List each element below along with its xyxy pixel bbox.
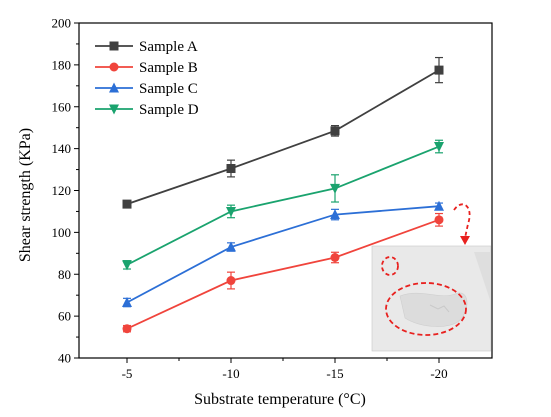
inset-photo-crack — [429, 304, 450, 313]
legend-swatch-marker — [109, 82, 119, 93]
y-tick-label: 40 — [58, 351, 71, 366]
series-line — [126, 205, 440, 304]
data-point — [434, 215, 444, 225]
data-point — [226, 164, 236, 174]
series-sample-b — [122, 212, 444, 334]
legend-item: Sample A — [95, 39, 198, 55]
x-axis-title: Substrate temperature (°C) — [194, 391, 366, 408]
legend: Sample A Sample B Sample C Sample D — [95, 39, 199, 118]
legend-label: Sample A — [139, 39, 198, 55]
series-line — [126, 145, 440, 266]
ticks: 40 60 80 100 120 140 160 180 200 -5 -10 -15 -20 — [52, 16, 448, 382]
data-point — [434, 142, 444, 153]
data-point — [122, 297, 132, 308]
inset-pointer-arrowhead — [460, 236, 470, 245]
data-point — [122, 260, 132, 271]
data-point — [226, 241, 236, 252]
data-point — [434, 200, 444, 211]
legend-item: Sample B — [95, 60, 198, 76]
data-point — [330, 253, 340, 262]
legend-label: Sample D — [139, 102, 199, 118]
y-axis-title: Shear strength (KPa) — [17, 128, 34, 262]
y-tick-label: 60 — [58, 309, 71, 324]
series-line — [126, 69, 440, 205]
inset-large-dashed-circle — [385, 282, 467, 336]
y-tick-label: 80 — [58, 267, 71, 282]
data-point — [226, 206, 236, 217]
legend-item: Sample C — [95, 81, 198, 97]
legend-label: Sample C — [139, 81, 198, 97]
x-tick-label: -10 — [222, 366, 239, 381]
data-point — [122, 324, 132, 334]
inset-small-dashed-circle — [381, 256, 399, 276]
legend-swatch-marker — [109, 41, 119, 51]
legend-swatch-marker — [109, 62, 119, 72]
series-sample-d — [122, 139, 444, 271]
inset-photo-shadow — [474, 252, 490, 300]
series-sample-c — [122, 200, 444, 308]
legend-label: Sample B — [139, 60, 198, 76]
inset-photo — [371, 245, 492, 352]
series-line — [126, 218, 440, 330]
legend-swatch-marker — [109, 104, 119, 115]
y-tick-label: 120 — [52, 183, 72, 198]
data-point — [330, 126, 340, 136]
inset-pointer-arrow — [453, 203, 471, 239]
y-tick-label: 100 — [52, 225, 72, 240]
data-point — [122, 199, 132, 209]
y-tick-label: 200 — [52, 16, 72, 31]
x-tick-label: -20 — [430, 366, 447, 381]
x-tick-label: -15 — [326, 366, 343, 381]
data-point — [330, 183, 340, 194]
data-point — [226, 276, 236, 286]
series-layer — [122, 56, 444, 334]
y-tick-label: 160 — [52, 99, 72, 114]
legend-item: Sample D — [95, 102, 199, 118]
x-tick-label: -5 — [122, 366, 133, 381]
series-sample-a — [122, 56, 444, 209]
inset-photo-texture — [399, 292, 468, 327]
data-point — [434, 65, 444, 75]
data-point — [330, 209, 340, 220]
y-tick-label: 180 — [52, 57, 72, 72]
y-tick-label: 140 — [52, 141, 72, 156]
